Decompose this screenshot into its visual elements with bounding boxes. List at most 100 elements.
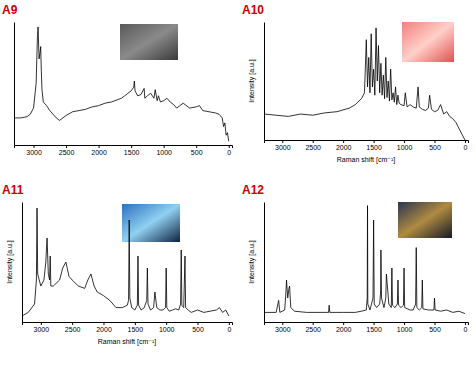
x-tick-label: 500 xyxy=(191,149,203,156)
x-tick: 500 xyxy=(429,322,441,333)
x-tick-mark xyxy=(72,322,73,325)
x-tick-mark xyxy=(313,322,314,325)
x-tick-label: 500 xyxy=(429,144,441,151)
x-tick: 1000 xyxy=(159,322,175,333)
x-tick: 1500 xyxy=(128,322,144,333)
x-tick: 1000 xyxy=(397,322,413,333)
inset-photo xyxy=(402,22,454,62)
y-axis-line xyxy=(14,23,15,146)
y-axis-title: Intensity [a.u.] xyxy=(248,240,256,284)
y-axis-line xyxy=(264,23,265,141)
x-tick-mark xyxy=(164,145,165,148)
panel-title: A11 xyxy=(2,183,24,197)
x-tick-mark xyxy=(374,140,375,143)
x-tick: 3000 xyxy=(275,322,291,333)
x-tick-mark xyxy=(282,140,283,143)
x-tick-mark xyxy=(343,140,344,143)
x-tick: 1500 xyxy=(124,145,140,156)
x-tick-mark xyxy=(229,145,230,148)
panel: 3000 2500 2000 1500 1000 500 0 A9 xyxy=(2,3,233,156)
x-tick-label: 1500 xyxy=(124,149,140,156)
x-tick-mark xyxy=(435,322,436,325)
x-tick-mark xyxy=(404,322,405,325)
x-tick-mark xyxy=(99,145,100,148)
x-tick-label: 3000 xyxy=(275,326,291,333)
x-tick-mark xyxy=(404,140,405,143)
panel-title: A9 xyxy=(2,3,18,17)
plot-area xyxy=(22,208,229,316)
x-tick-label: 2500 xyxy=(305,144,321,151)
x-tick: 0 xyxy=(464,140,468,151)
y-axis-line xyxy=(264,203,265,323)
y-axis xyxy=(14,23,15,146)
x-tick-label: 2500 xyxy=(65,326,81,333)
x-tick-label: 1000 xyxy=(156,149,172,156)
x-tick-label: 3000 xyxy=(275,144,291,151)
x-tick: 2000 xyxy=(336,140,352,151)
x-tick: 2000 xyxy=(96,322,112,333)
x-tick: 3000 xyxy=(34,322,50,333)
x-tick-mark xyxy=(229,322,230,325)
x-tick: 500 xyxy=(429,140,441,151)
x-tick-label: 500 xyxy=(192,326,204,333)
panel: 3000 2500 2000 1500 1000 500 0 A10 Raman shift [… xyxy=(242,3,469,164)
plot-area xyxy=(264,28,465,140)
x-tick: 0 xyxy=(464,322,468,333)
x-tick: 0 xyxy=(227,145,231,156)
x-tick: 2500 xyxy=(305,140,321,151)
x-tick: 3000 xyxy=(26,145,42,156)
x-tick-label: 3000 xyxy=(26,149,42,156)
x-tick-label: 1000 xyxy=(397,144,413,151)
x-tick-mark xyxy=(313,140,314,143)
x-tick-label: 2000 xyxy=(91,149,107,156)
x-tick-mark xyxy=(41,322,42,325)
x-tick-mark xyxy=(435,140,436,143)
x-tick-label: 2000 xyxy=(336,326,352,333)
x-tick-label: 1500 xyxy=(366,326,382,333)
x-tick-mark xyxy=(196,145,197,148)
figure: 3000 2500 2000 1500 1000 500 0 A9 3000 2500 2000 15… xyxy=(0,0,474,366)
y-axis xyxy=(264,23,265,141)
x-tick-label: 0 xyxy=(227,149,231,156)
x-tick-mark xyxy=(282,322,283,325)
x-tick-label: 0 xyxy=(464,326,468,333)
y-axis xyxy=(264,203,265,323)
panel-title: A12 xyxy=(242,183,264,197)
x-tick: 2500 xyxy=(65,322,81,333)
x-tick-mark xyxy=(135,322,136,325)
x-tick-label: 2500 xyxy=(305,326,321,333)
x-tick: 1000 xyxy=(397,140,413,151)
x-tick: 2000 xyxy=(336,322,352,333)
x-axis: 300025002000150010005000 xyxy=(23,322,233,333)
x-tick: 500 xyxy=(192,322,204,333)
inset-photo xyxy=(120,24,178,60)
x-tick: 2500 xyxy=(305,322,321,333)
x-tick-mark xyxy=(131,145,132,148)
x-tick: 1500 xyxy=(366,322,382,333)
x-tick-label: 2500 xyxy=(59,149,75,156)
panel-title: A10 xyxy=(242,3,264,17)
x-tick-label: 0 xyxy=(464,144,468,151)
x-axis-line xyxy=(265,323,469,326)
x-tick: 2500 xyxy=(59,145,75,156)
x-tick-label: 500 xyxy=(429,326,441,333)
x-axis: 3000 2500 2000 1500 1000 500 0 xyxy=(265,322,469,333)
x-tick: 1500 xyxy=(366,140,382,151)
x-tick-label: 1500 xyxy=(128,326,144,333)
x-axis-title: Raman shift [cm⁻¹] xyxy=(337,156,396,164)
inset-photo xyxy=(398,202,452,238)
x-axis: 3000 2500 2000 1500 1000 500 0 xyxy=(15,145,233,156)
x-tick-mark xyxy=(66,145,67,148)
x-tick-mark xyxy=(465,140,466,143)
x-axis-line xyxy=(265,141,469,144)
spectrum-line xyxy=(22,208,229,316)
spectrum-line xyxy=(264,28,465,140)
y-axis-title: Intensity [a.u.] xyxy=(6,240,14,284)
x-tick-mark xyxy=(198,322,199,325)
x-axis-title: Raman shift [cm⁻¹] xyxy=(98,338,157,346)
plot-area xyxy=(264,206,465,314)
x-tick-mark xyxy=(103,322,104,325)
x-tick-label: 2000 xyxy=(336,144,352,151)
x-tick-mark xyxy=(34,145,35,148)
x-tick-mark xyxy=(374,322,375,325)
